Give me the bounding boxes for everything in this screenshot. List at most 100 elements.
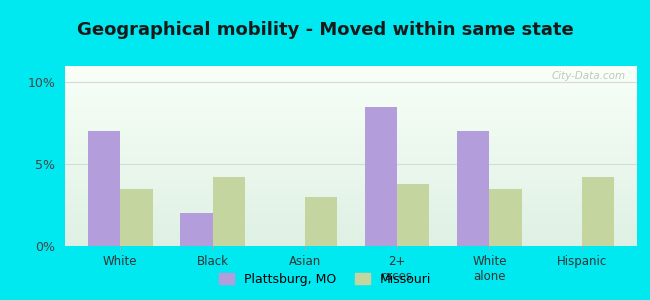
Bar	[397, 184, 430, 246]
Bar	[65, 127, 637, 129]
Bar	[65, 169, 637, 170]
Bar	[65, 185, 637, 187]
Bar	[65, 89, 637, 91]
Bar	[65, 226, 637, 228]
Bar	[305, 197, 337, 246]
Bar	[65, 203, 637, 205]
Bar	[65, 174, 637, 176]
Bar	[65, 165, 637, 167]
Bar	[65, 98, 637, 100]
Bar	[65, 91, 637, 93]
Bar	[65, 206, 637, 208]
Bar	[65, 244, 637, 246]
Bar	[65, 80, 637, 82]
Bar	[65, 230, 637, 232]
Bar	[65, 187, 637, 188]
Bar	[65, 197, 637, 199]
Bar	[65, 196, 637, 197]
Bar	[365, 107, 397, 246]
Bar	[65, 221, 637, 223]
Bar	[65, 161, 637, 163]
Bar	[65, 152, 637, 154]
Bar	[65, 115, 637, 116]
Bar	[65, 109, 637, 111]
Legend: Plattsburg, MO, Missouri: Plattsburg, MO, Missouri	[214, 268, 436, 291]
Bar	[65, 79, 637, 80]
Bar	[65, 111, 637, 113]
Bar	[65, 138, 637, 140]
Bar	[88, 131, 120, 246]
Bar	[65, 199, 637, 201]
Bar	[65, 160, 637, 161]
Bar	[65, 219, 637, 221]
Bar	[65, 145, 637, 147]
Bar	[65, 235, 637, 237]
Bar	[65, 183, 637, 185]
Bar	[65, 237, 637, 239]
Bar	[65, 228, 637, 230]
Bar	[65, 190, 637, 192]
Bar	[65, 242, 637, 244]
Bar	[65, 181, 637, 183]
Bar	[65, 116, 637, 118]
Bar	[65, 154, 637, 156]
Bar	[65, 208, 637, 210]
Text: City-Data.com: City-Data.com	[551, 71, 625, 81]
Bar	[65, 140, 637, 142]
Bar	[65, 133, 637, 134]
Bar	[65, 151, 637, 152]
Bar	[65, 156, 637, 158]
Bar	[65, 120, 637, 122]
Bar	[65, 88, 637, 89]
Bar	[65, 93, 637, 95]
Bar	[65, 124, 637, 125]
Bar	[65, 223, 637, 224]
Bar	[120, 189, 153, 246]
Bar	[65, 68, 637, 70]
Bar	[65, 136, 637, 138]
Bar	[65, 122, 637, 124]
Bar	[65, 131, 637, 133]
Bar	[65, 210, 637, 212]
Bar	[65, 224, 637, 226]
Bar	[65, 82, 637, 84]
Bar	[65, 178, 637, 179]
Bar	[65, 73, 637, 75]
Bar	[65, 176, 637, 178]
Bar	[65, 149, 637, 151]
Bar	[65, 239, 637, 241]
Bar	[65, 233, 637, 235]
Bar	[65, 194, 637, 196]
Bar	[65, 66, 637, 68]
Bar	[65, 84, 637, 86]
Bar	[65, 107, 637, 109]
Bar	[457, 131, 489, 246]
Bar	[65, 134, 637, 136]
Bar	[65, 232, 637, 233]
Bar	[582, 177, 614, 246]
Bar	[65, 113, 637, 115]
Bar	[65, 97, 637, 98]
Bar	[65, 118, 637, 120]
Bar	[65, 179, 637, 181]
Bar	[65, 129, 637, 131]
Bar	[65, 205, 637, 206]
Bar	[65, 158, 637, 160]
Bar	[65, 188, 637, 190]
Bar	[65, 215, 637, 217]
Bar	[65, 71, 637, 73]
Bar	[65, 217, 637, 219]
Bar	[65, 143, 637, 145]
Bar	[65, 77, 637, 79]
Bar	[213, 177, 245, 246]
Bar	[65, 95, 637, 97]
Bar	[65, 75, 637, 77]
Bar	[65, 192, 637, 194]
Text: Geographical mobility - Moved within same state: Geographical mobility - Moved within sam…	[77, 21, 573, 39]
Bar	[65, 125, 637, 127]
Bar	[65, 104, 637, 106]
Bar	[65, 142, 637, 143]
Bar	[65, 212, 637, 214]
Bar	[65, 214, 637, 215]
Bar	[65, 167, 637, 169]
